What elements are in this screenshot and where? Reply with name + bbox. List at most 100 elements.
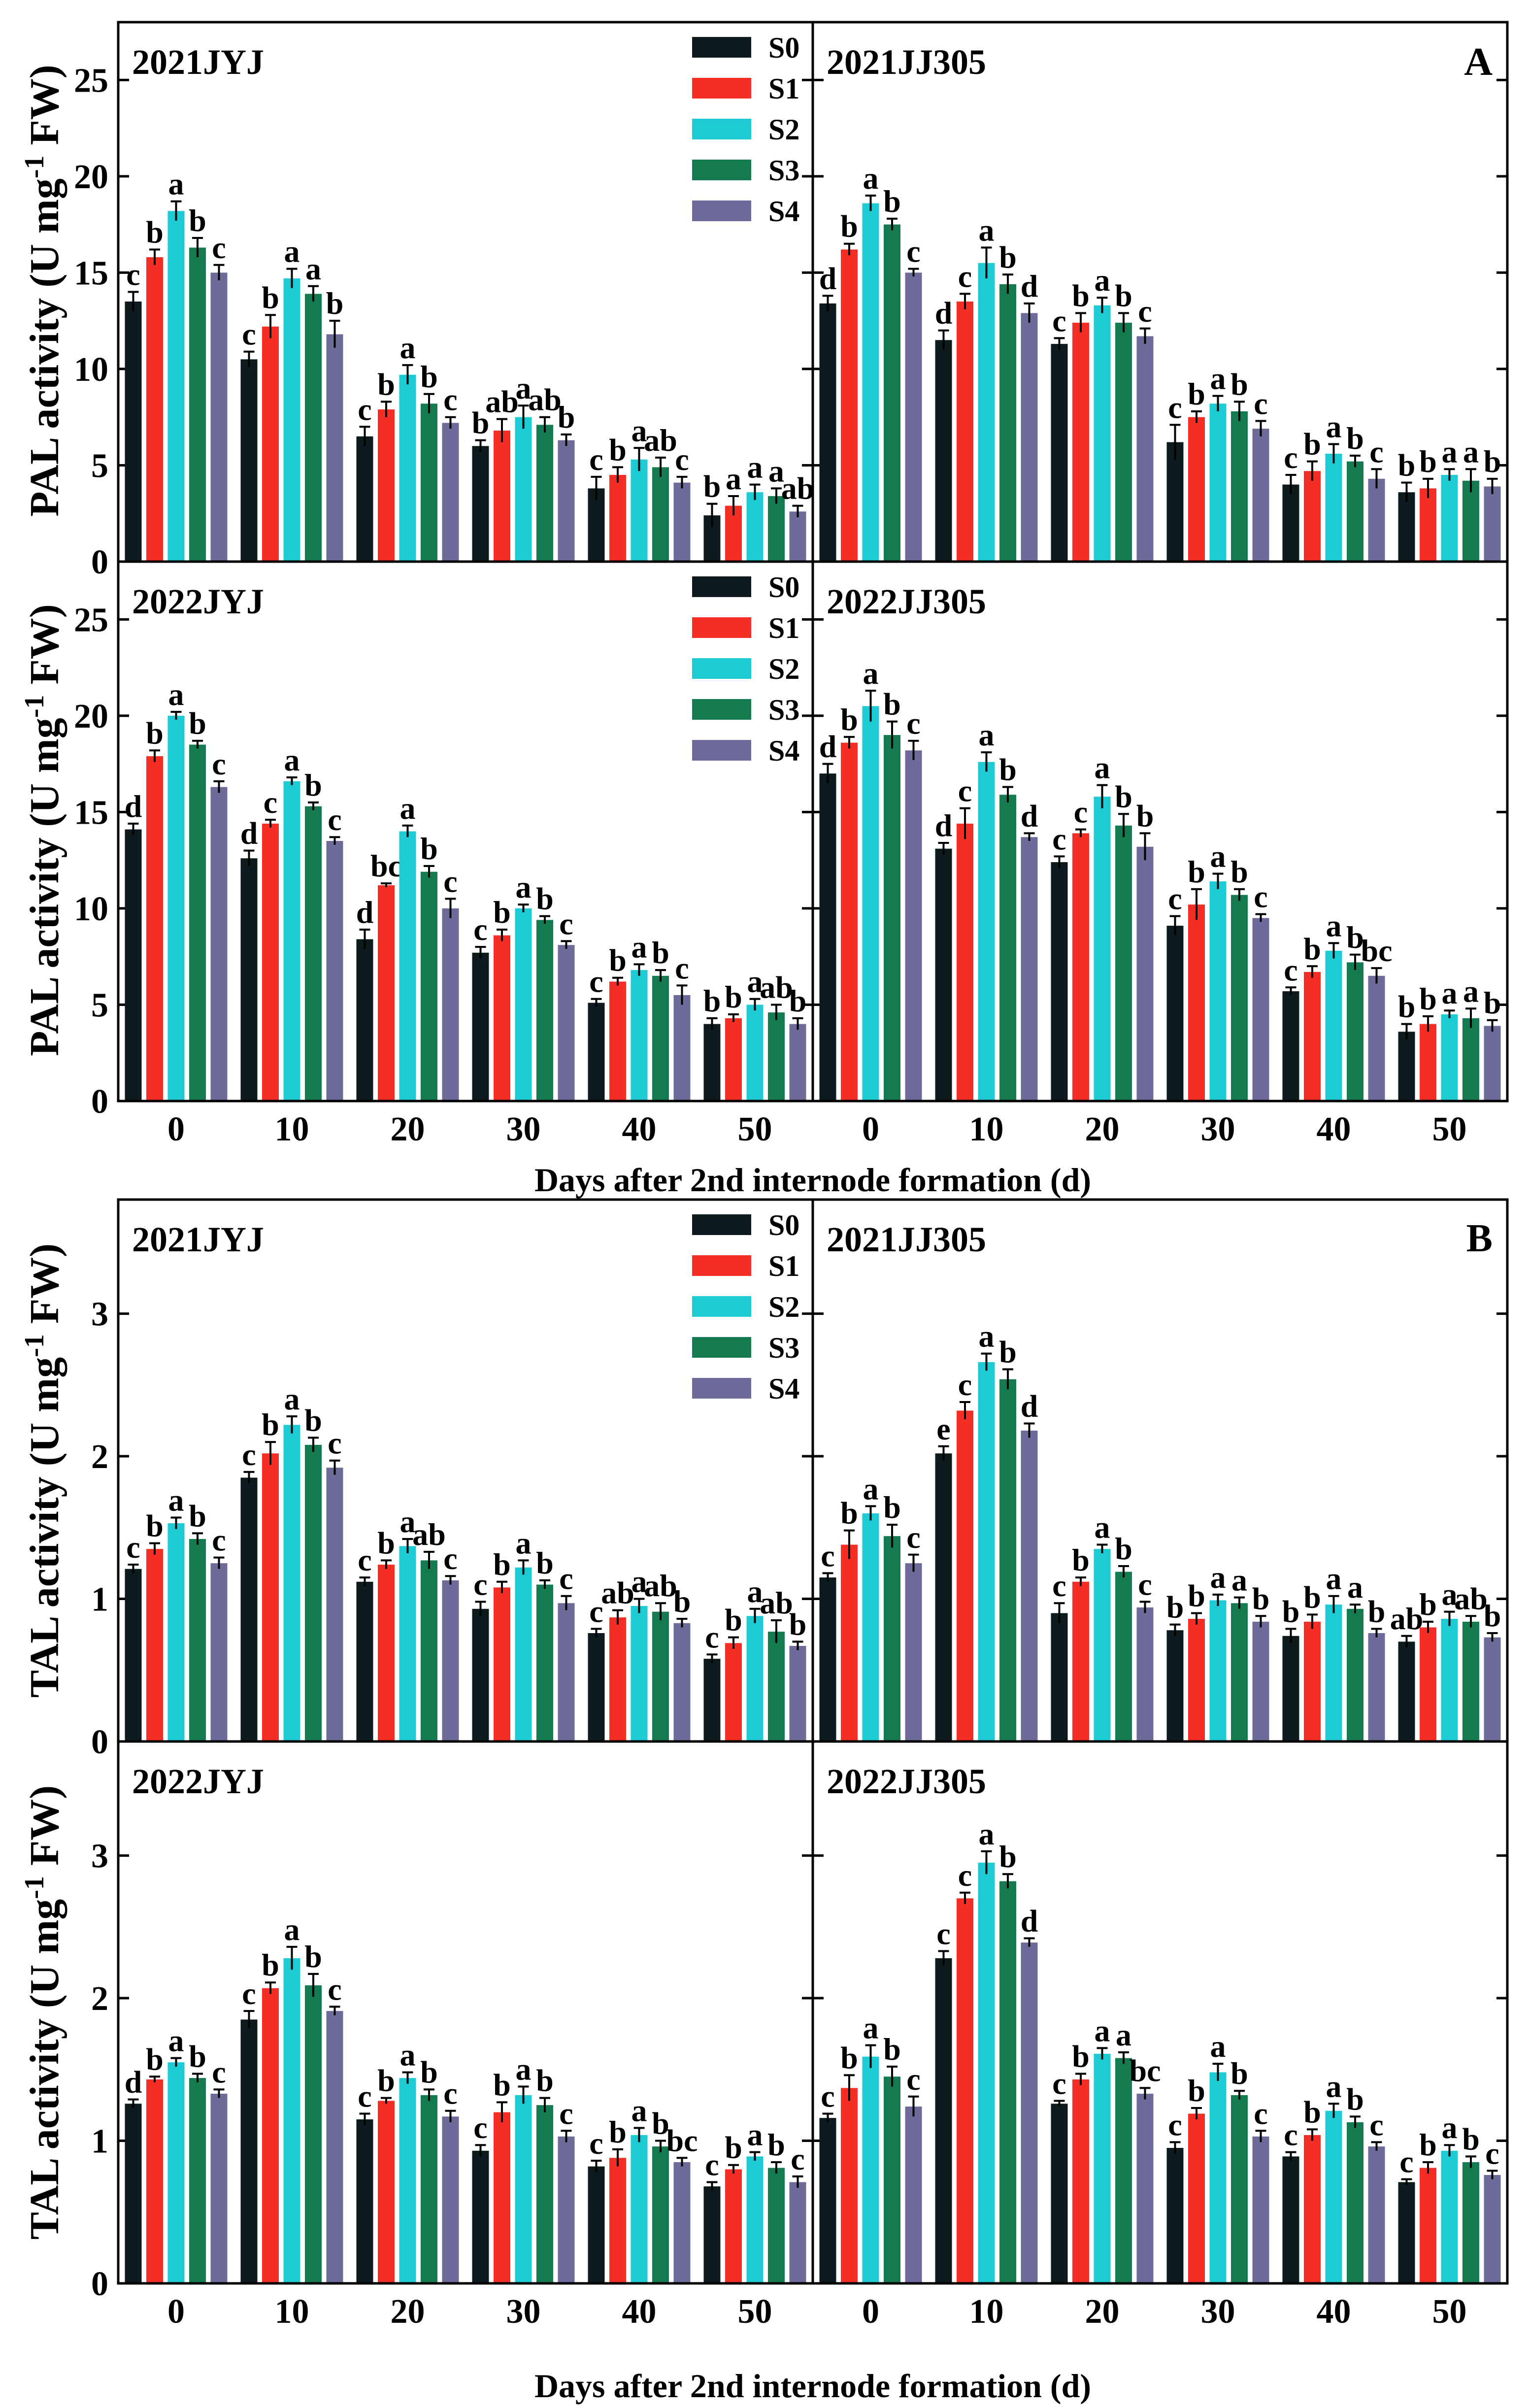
significance-letter: a [168, 1483, 184, 1518]
bar-s3 [305, 806, 322, 1101]
significance-letter: c [212, 746, 226, 781]
significance-letter: a [1210, 361, 1226, 396]
significance-letter: a [516, 870, 532, 904]
significance-letter: c [906, 1520, 920, 1555]
significance-letter: b [703, 469, 721, 504]
significance-letter: b [1303, 1579, 1321, 1614]
bar-s1 [494, 2112, 510, 2283]
bar-s4 [789, 1646, 806, 1741]
significance-letter: a [1095, 750, 1110, 785]
significance-letter: a [1326, 2069, 1342, 2104]
significance-letter: b [1484, 985, 1501, 1020]
bar-s1 [1420, 1627, 1436, 1741]
legend-swatch-s0 [692, 1214, 751, 1235]
y-tick-label: 5 [91, 986, 108, 1024]
y-tick-label: 25 [74, 62, 108, 100]
legend-label-s1: S1 [768, 1250, 799, 1282]
significance-letter: c [242, 1437, 256, 1472]
significance-letter: b [146, 2041, 164, 2076]
significance-letter: a [1116, 2017, 1131, 2052]
bar-s0 [1398, 2182, 1415, 2283]
significance-letter: b [472, 405, 490, 440]
bar-s3 [1463, 2162, 1479, 2283]
significance-letter: b [493, 1547, 511, 1582]
bar-s0 [819, 303, 836, 562]
bar-s0 [935, 1958, 952, 2283]
bar-s4 [1368, 1633, 1385, 1741]
bar-s0 [1051, 344, 1068, 562]
significance-letter: c [559, 2096, 573, 2131]
significance-letter: b [1230, 367, 1248, 401]
significance-letter: a [747, 2117, 763, 2152]
significance-letter: b [999, 752, 1017, 787]
legend-swatch-s1 [692, 78, 751, 99]
significance-letter: a [1095, 1510, 1110, 1545]
significance-letter: c [242, 1976, 256, 2011]
significance-letter: c [906, 706, 920, 741]
x-tick-label: 20 [391, 1110, 425, 1148]
significance-letter: b [189, 1498, 206, 1533]
bar-s3 [652, 2146, 669, 2283]
bar-s3 [421, 1560, 437, 1741]
bar-s4 [1252, 429, 1269, 562]
significance-letter: b [420, 2054, 438, 2089]
significance-letter: b [493, 895, 511, 930]
bar-s4 [558, 945, 575, 1101]
significance-letter: c [328, 802, 341, 837]
significance-letter: c [1138, 1567, 1152, 1602]
significance-letter: c [1284, 2117, 1297, 2152]
significance-letter: b [1484, 1598, 1501, 1633]
bar-s1 [841, 2088, 858, 2283]
significance-letter: b [1230, 2056, 1248, 2091]
bar-s0 [703, 1024, 721, 1101]
bar-s1 [378, 409, 395, 562]
significance-letter: a [1210, 839, 1226, 874]
x-tick-label: 10 [275, 2293, 309, 2331]
significance-letter: a [632, 413, 647, 448]
bar-s0 [356, 436, 373, 562]
x-tick-label: 20 [1085, 2293, 1120, 2331]
significance-letter: c [958, 1858, 972, 1893]
bar-s1 [1188, 417, 1205, 562]
panel-title: 2022JYJ [132, 1762, 264, 1801]
bar-s2 [631, 2135, 648, 2283]
significance-letter: b [146, 214, 164, 249]
significance-letter: c [1284, 952, 1297, 987]
bar-s4 [210, 272, 228, 562]
bar-s3 [305, 294, 322, 562]
bar-s2 [862, 706, 879, 1101]
bar-s4 [1484, 2175, 1501, 2283]
bar-s2 [978, 1362, 995, 1741]
significance-letter: d [935, 296, 953, 331]
significance-letter: a [863, 161, 879, 196]
bar-s1 [146, 2079, 163, 2283]
bar-s0 [1166, 926, 1184, 1101]
bar-s1 [957, 823, 973, 1101]
legend-swatch-s1 [692, 1255, 751, 1276]
x-tick-label: 0 [167, 1110, 185, 1148]
y-tick-label: 5 [91, 447, 108, 485]
significance-letter: a [747, 450, 763, 485]
xlabel-group-B: Days after 2nd internode formation (d) [534, 2367, 1091, 2405]
significance-letter: a [863, 1471, 879, 1506]
bar-s2 [1441, 1619, 1458, 1741]
bar-s1 [841, 249, 858, 562]
y-tick-label: 3 [91, 1838, 108, 1875]
bar-s3 [884, 735, 900, 1101]
bar-s3 [652, 975, 669, 1101]
panel-title: 2021JYJ [132, 42, 264, 82]
significance-letter: c [1399, 2144, 1413, 2179]
bar-s4 [905, 1563, 922, 1741]
significance-letter: c [958, 1367, 972, 1402]
ylabel-tal-2021: TAL activity (U mg-1 FW) [19, 1243, 67, 1698]
bar-s2 [1094, 305, 1111, 562]
y-tick-label: 15 [74, 794, 108, 832]
significance-letter: a [1442, 434, 1458, 469]
significance-letter: c [328, 1972, 341, 2007]
significance-letter: c [675, 950, 689, 985]
bar-s0 [472, 446, 489, 562]
bar-s0 [819, 773, 836, 1101]
